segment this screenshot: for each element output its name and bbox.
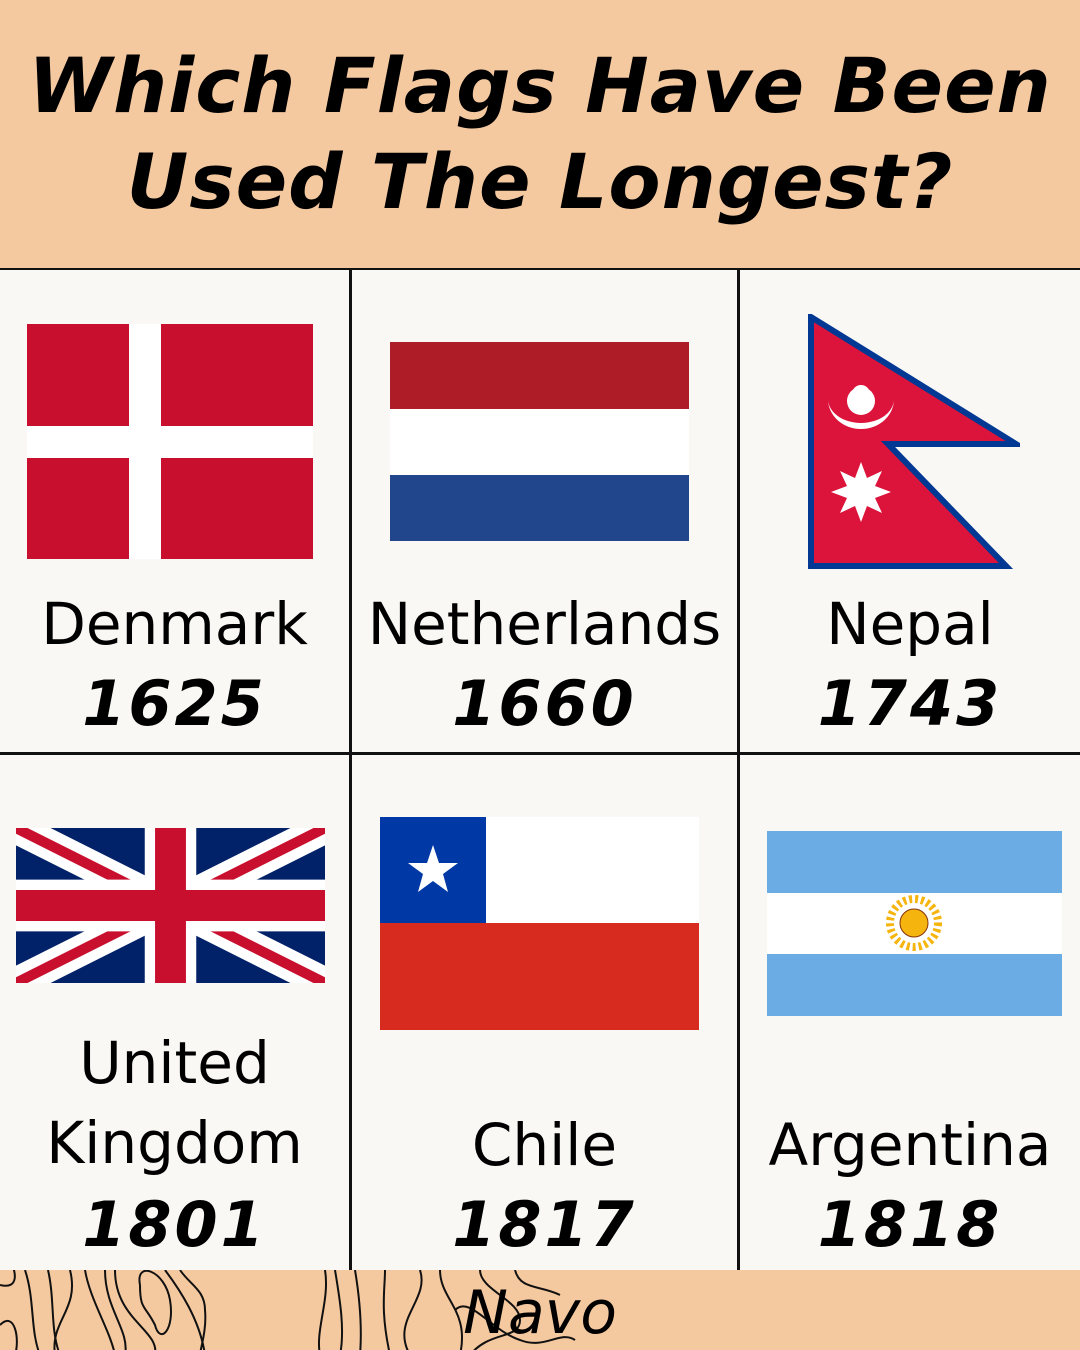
country-name: Argentina (768, 1111, 1052, 1179)
country-name-line-1: United (79, 1029, 270, 1097)
nepal-flag-icon (808, 314, 1020, 569)
uk-flag-icon (16, 828, 325, 983)
year: 1660 (452, 667, 637, 740)
grid-divider (737, 270, 740, 1270)
country-name: United Kingdom (0, 1023, 349, 1183)
flag-card-netherlands: Netherlands 1660 (352, 272, 737, 752)
argentina-flag-icon (767, 831, 1062, 1016)
header: Which Flags Have Been Used The Longest? (0, 0, 1080, 270)
denmark-flag-icon (27, 324, 313, 559)
flag-card-chile: Chile 1817 (352, 755, 737, 1270)
contour-pattern-icon (0, 1270, 576, 1350)
flag-card-argentina: Argentina 1818 (740, 755, 1080, 1270)
brand-logo: Navo (463, 1278, 617, 1348)
country-name: Denmark (41, 590, 308, 658)
grid-divider (349, 270, 352, 1270)
netherlands-flag-icon (390, 342, 689, 541)
footer: Navo (0, 1270, 1080, 1350)
country-name: Nepal (826, 590, 994, 658)
year: 1818 (817, 1188, 1003, 1261)
title-line-2: Used The Longest? (126, 137, 954, 226)
grid-divider (0, 752, 1080, 755)
country-name: Netherlands (367, 590, 722, 658)
year: 1743 (817, 667, 1003, 740)
country-name-line-2: Kingdom (46, 1109, 303, 1177)
flag-card-nepal: Nepal 1743 (740, 272, 1080, 752)
flag-card-united-kingdom: United Kingdom 1801 (0, 755, 349, 1270)
title-line-1: Which Flags Have Been (28, 41, 1052, 130)
flag-card-denmark: Denmark 1625 (0, 272, 349, 752)
year: 1817 (452, 1188, 637, 1261)
country-name: Chile (471, 1111, 618, 1179)
page-title: Which Flags Have Been Used The Longest? (28, 38, 1052, 230)
chile-flag-icon (380, 817, 699, 1030)
year: 1801 (82, 1188, 267, 1261)
year: 1625 (82, 667, 267, 740)
